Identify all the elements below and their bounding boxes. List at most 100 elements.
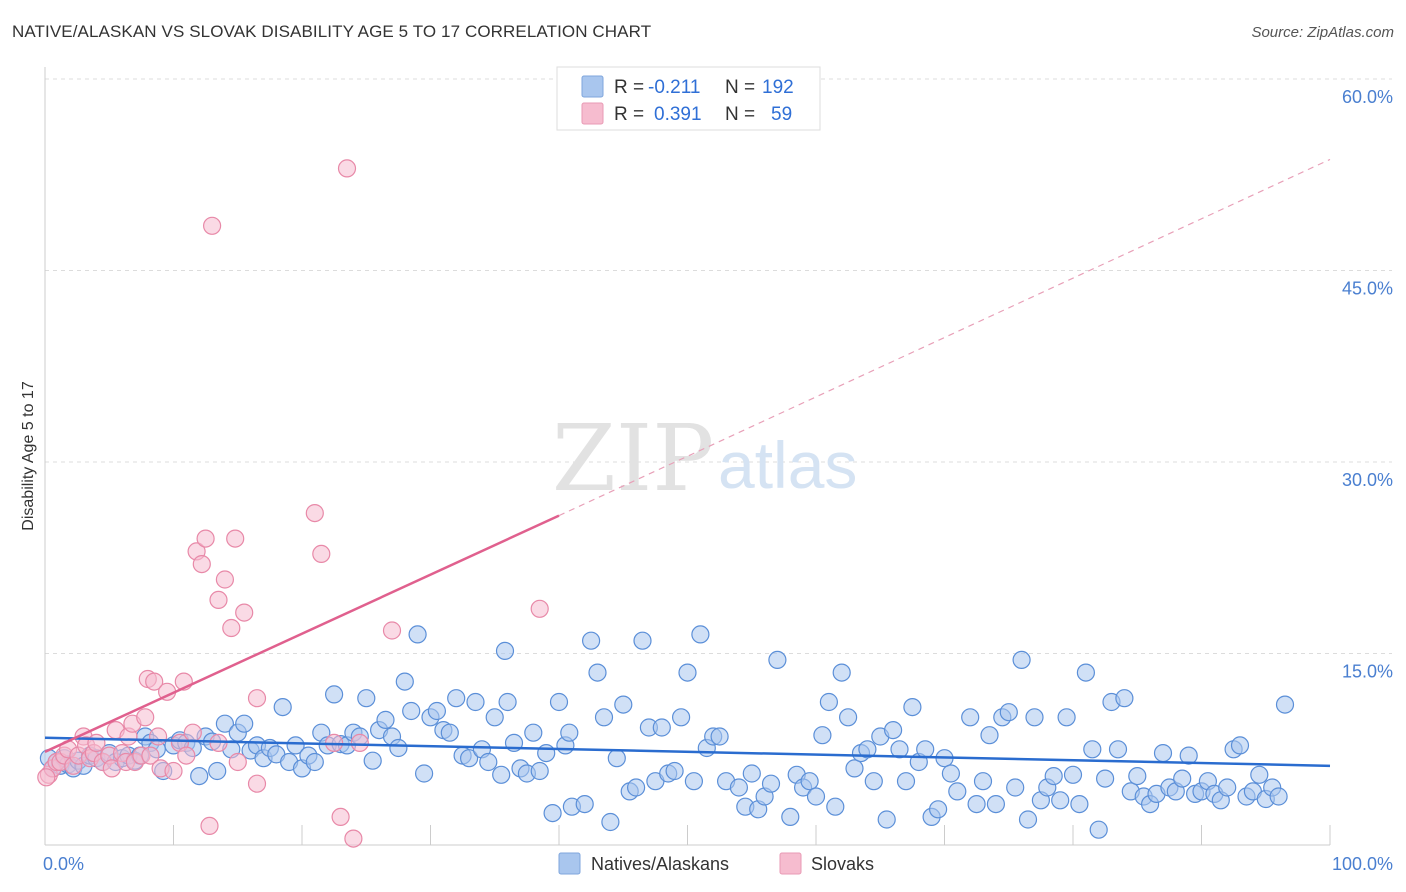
point-natives-82 bbox=[543, 803, 562, 823]
point-natives-92 bbox=[607, 749, 626, 768]
axes bbox=[44, 67, 1331, 846]
point-natives-143 bbox=[948, 782, 967, 801]
point-natives-120 bbox=[800, 772, 819, 791]
point-natives-115 bbox=[761, 774, 781, 793]
point-natives-72 bbox=[485, 708, 504, 727]
legend-n-value-natives: 192 bbox=[762, 77, 794, 98]
point-natives-53 bbox=[363, 751, 382, 770]
point-natives-140 bbox=[928, 800, 948, 819]
point-natives-61 bbox=[415, 764, 434, 783]
point-slovaks-36 bbox=[196, 529, 215, 548]
point-natives-89 bbox=[588, 663, 607, 682]
point-natives-158 bbox=[1051, 791, 1070, 810]
point-slovaks-53 bbox=[337, 159, 357, 178]
watermark-zip: ZIP bbox=[552, 405, 714, 512]
x-tick-label-0: 0.0% bbox=[43, 854, 84, 874]
point-natives-52 bbox=[357, 689, 376, 708]
point-natives-142 bbox=[941, 764, 961, 783]
point-slovaks-30 bbox=[164, 761, 183, 781]
point-natives-63 bbox=[427, 701, 446, 721]
point-natives-167 bbox=[1108, 740, 1128, 759]
point-natives-192 bbox=[1269, 787, 1288, 806]
point-natives-184 bbox=[1218, 778, 1237, 797]
point-slovaks-33 bbox=[177, 746, 196, 765]
point-natives-80 bbox=[530, 761, 549, 781]
y-tick-labels: 15.0% 30.0% 45.0% 60.0% bbox=[1342, 87, 1393, 682]
point-natives-153 bbox=[1018, 810, 1038, 829]
point-natives-189 bbox=[1250, 765, 1269, 784]
point-natives-58 bbox=[395, 672, 414, 691]
point-natives-75 bbox=[498, 692, 517, 712]
bottom-legend-label-slovaks: Slovaks bbox=[811, 854, 874, 874]
legend-n-value-slovaks: 59 bbox=[771, 104, 792, 125]
point-natives-112 bbox=[742, 764, 761, 783]
x-tick-label-1: 100.0% bbox=[1332, 854, 1393, 874]
point-natives-29 bbox=[208, 761, 227, 781]
bottom-legend-swatch-natives bbox=[558, 852, 581, 875]
point-natives-30 bbox=[215, 714, 234, 733]
point-natives-147 bbox=[980, 726, 999, 745]
point-slovaks-26 bbox=[145, 672, 164, 691]
y-tick-label-2: 45.0% bbox=[1342, 279, 1393, 299]
source-credit: Source: ZipAtlas.com bbox=[1251, 24, 1394, 41]
point-slovaks-38 bbox=[200, 816, 219, 836]
point-natives-79 bbox=[524, 723, 543, 742]
point-slovaks-52 bbox=[331, 807, 350, 827]
point-natives-146 bbox=[973, 772, 993, 791]
point-natives-129 bbox=[858, 740, 877, 759]
point-natives-108 bbox=[710, 727, 729, 746]
point-natives-116 bbox=[768, 650, 787, 670]
point-natives-148 bbox=[986, 794, 1006, 814]
point-natives-110 bbox=[729, 778, 749, 797]
point-slovaks-46 bbox=[235, 603, 254, 622]
point-slovaks-49 bbox=[305, 503, 324, 523]
point-natives-170 bbox=[1128, 766, 1147, 786]
legend-swatch-slovaks bbox=[581, 102, 604, 125]
point-natives-93 bbox=[614, 695, 633, 714]
point-natives-95 bbox=[626, 778, 646, 797]
point-natives-26 bbox=[190, 766, 209, 786]
point-natives-74 bbox=[495, 641, 515, 661]
trend-lines bbox=[44, 158, 1331, 768]
point-natives-165 bbox=[1095, 769, 1115, 788]
point-slovaks-54 bbox=[344, 829, 363, 848]
point-natives-132 bbox=[877, 810, 896, 829]
point-slovaks-55 bbox=[350, 733, 369, 753]
point-natives-168 bbox=[1115, 689, 1134, 708]
point-natives-81 bbox=[537, 743, 556, 763]
point-slovaks-43 bbox=[222, 618, 241, 638]
point-natives-101 bbox=[665, 761, 684, 781]
point-natives-133 bbox=[883, 720, 903, 740]
point-natives-138 bbox=[916, 740, 935, 759]
point-natives-73 bbox=[492, 765, 511, 784]
point-natives-122 bbox=[813, 726, 832, 745]
series-natives-alaskans bbox=[39, 625, 1295, 839]
point-natives-103 bbox=[678, 663, 697, 682]
point-slovaks-47 bbox=[247, 774, 267, 793]
point-natives-99 bbox=[652, 718, 671, 737]
point-natives-160 bbox=[1063, 765, 1083, 784]
point-natives-157 bbox=[1044, 766, 1063, 786]
point-natives-123 bbox=[819, 692, 839, 712]
point-natives-41 bbox=[286, 736, 305, 755]
point-natives-145 bbox=[967, 794, 986, 814]
point-natives-135 bbox=[896, 772, 916, 791]
point-slovaks-27 bbox=[149, 727, 168, 746]
bottom-legend-swatch-slovaks bbox=[779, 852, 802, 875]
point-natives-96 bbox=[633, 631, 652, 650]
trend-line-natives bbox=[44, 736, 1331, 768]
point-natives-151 bbox=[1006, 778, 1025, 797]
point-natives-65 bbox=[440, 723, 459, 742]
legend-r-label-slovaks: R = bbox=[614, 104, 644, 125]
point-natives-83 bbox=[549, 692, 569, 712]
point-natives-144 bbox=[961, 708, 980, 727]
series-legend: Natives/Alaskans Slovaks bbox=[558, 852, 874, 875]
y-axis-label: Disability Age 5 to 17 bbox=[20, 381, 37, 531]
point-natives-186 bbox=[1230, 736, 1250, 755]
point-natives-163 bbox=[1083, 740, 1102, 759]
point-slovaks-37 bbox=[192, 554, 211, 574]
point-slovaks-34 bbox=[183, 723, 202, 742]
point-natives-126 bbox=[838, 708, 858, 727]
y-tick-label-0: 15.0% bbox=[1342, 662, 1393, 682]
